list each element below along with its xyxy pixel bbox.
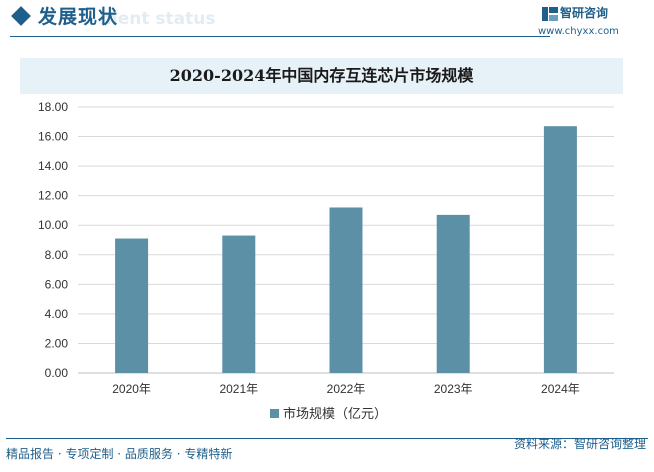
header: ment status 发展现状 智研咨询 www.chyxx.com — [0, 0, 654, 40]
y-tick-label: 6.00 — [45, 277, 69, 291]
y-tick-label: 10.00 — [38, 218, 68, 232]
x-tick-label: 2023年 — [434, 382, 473, 396]
y-tick-label: 4.00 — [45, 307, 69, 321]
bar — [436, 214, 470, 373]
footer-slogan: 精品报告 · 专项定制 · 品质服务 · 专精特新 — [6, 447, 233, 461]
bar — [543, 126, 577, 373]
header-divider — [10, 36, 550, 37]
x-tick-label: 2020年 — [112, 382, 151, 396]
header-watermark: ment status — [100, 9, 216, 29]
brand-url: www.chyxx.com — [538, 26, 619, 37]
y-tick-label: 12.00 — [38, 189, 68, 203]
brand-name: 智研咨询 — [560, 6, 609, 20]
y-tick-label: 2.00 — [45, 336, 69, 350]
legend-label: 市场规模（亿元） — [283, 406, 387, 421]
y-tick-label: 8.00 — [45, 248, 69, 262]
footer-source: 资料来源：智研咨询整理 — [513, 437, 646, 451]
bar-chart: 0.00 2.00 4.00 6.00 8.00 10.00 12.00 14.00 16.00… — [38, 100, 614, 421]
chart-title: 2020-2024年中国内存互连芯片市场规模 — [169, 66, 474, 85]
section-title: 发展现状 — [38, 6, 119, 28]
footer: 精品报告 · 专项定制 · 品质服务 · 专精特新 资料来源：智研咨询整理 — [0, 436, 654, 472]
bar — [115, 238, 149, 373]
y-tick-label: 18.00 — [38, 100, 68, 114]
diamond-icon — [11, 6, 31, 26]
brand: 智研咨询 www.chyxx.com — [530, 5, 640, 41]
y-tick-label: 14.00 — [38, 159, 68, 173]
x-tick-label: 2021年 — [219, 382, 258, 396]
x-tick-label: 2022年 — [327, 382, 366, 396]
x-tick-label: 2024年 — [541, 382, 580, 396]
y-tick-label: 16.00 — [38, 130, 68, 144]
bar — [329, 207, 363, 373]
y-tick-label: 0.00 — [45, 366, 69, 380]
bar — [222, 235, 256, 373]
brand-logo-icon — [542, 7, 558, 21]
chart-title-box: 2020-2024年中国内存互连芯片市场规模 — [20, 58, 623, 94]
footer-divider — [6, 438, 648, 439]
legend-swatch — [270, 409, 279, 418]
